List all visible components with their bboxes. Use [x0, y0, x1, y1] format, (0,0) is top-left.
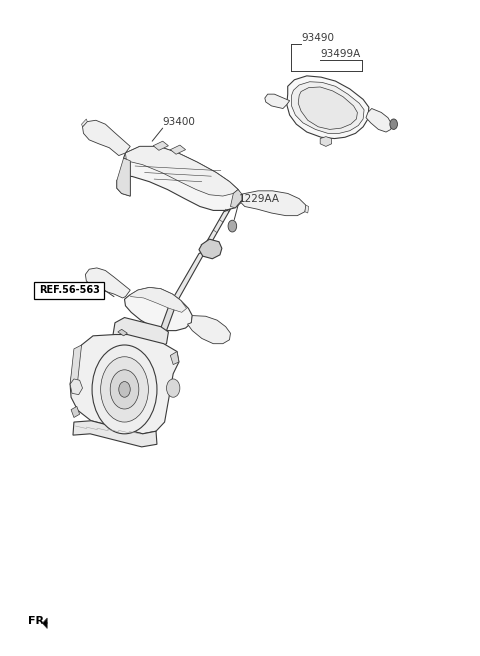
Polygon shape [70, 335, 179, 434]
Polygon shape [298, 87, 358, 129]
Polygon shape [366, 108, 392, 132]
Polygon shape [305, 205, 309, 213]
Polygon shape [113, 318, 168, 349]
Polygon shape [188, 316, 230, 344]
Polygon shape [82, 119, 87, 127]
Text: FR.: FR. [28, 616, 48, 626]
Polygon shape [124, 287, 192, 331]
Polygon shape [199, 239, 222, 258]
Polygon shape [287, 76, 369, 138]
Polygon shape [118, 329, 127, 336]
Polygon shape [70, 379, 83, 395]
Polygon shape [200, 209, 230, 253]
Text: REF.56-563: REF.56-563 [39, 285, 99, 295]
Circle shape [390, 119, 397, 129]
Polygon shape [83, 120, 130, 155]
Polygon shape [42, 618, 47, 628]
Text: 93400: 93400 [163, 117, 195, 127]
Polygon shape [320, 136, 332, 146]
Text: 1229AA: 1229AA [239, 194, 280, 204]
Polygon shape [170, 352, 179, 365]
Polygon shape [129, 287, 187, 312]
Text: 93499A: 93499A [320, 49, 360, 59]
Circle shape [119, 382, 130, 398]
Polygon shape [85, 268, 130, 298]
Text: 93490: 93490 [301, 33, 334, 43]
Polygon shape [125, 146, 238, 196]
Circle shape [167, 379, 180, 398]
Polygon shape [117, 158, 130, 196]
Circle shape [228, 220, 237, 232]
Polygon shape [71, 406, 80, 417]
Polygon shape [158, 302, 177, 336]
Bar [34, 281, 105, 298]
Polygon shape [241, 191, 306, 216]
Polygon shape [291, 82, 364, 133]
Polygon shape [230, 190, 242, 208]
Polygon shape [70, 345, 82, 384]
Polygon shape [117, 146, 242, 211]
Polygon shape [170, 145, 186, 154]
Polygon shape [169, 251, 205, 304]
Polygon shape [265, 94, 289, 108]
Circle shape [101, 357, 148, 422]
Circle shape [110, 370, 139, 409]
Polygon shape [153, 141, 168, 150]
Polygon shape [73, 420, 157, 447]
Circle shape [92, 345, 157, 434]
